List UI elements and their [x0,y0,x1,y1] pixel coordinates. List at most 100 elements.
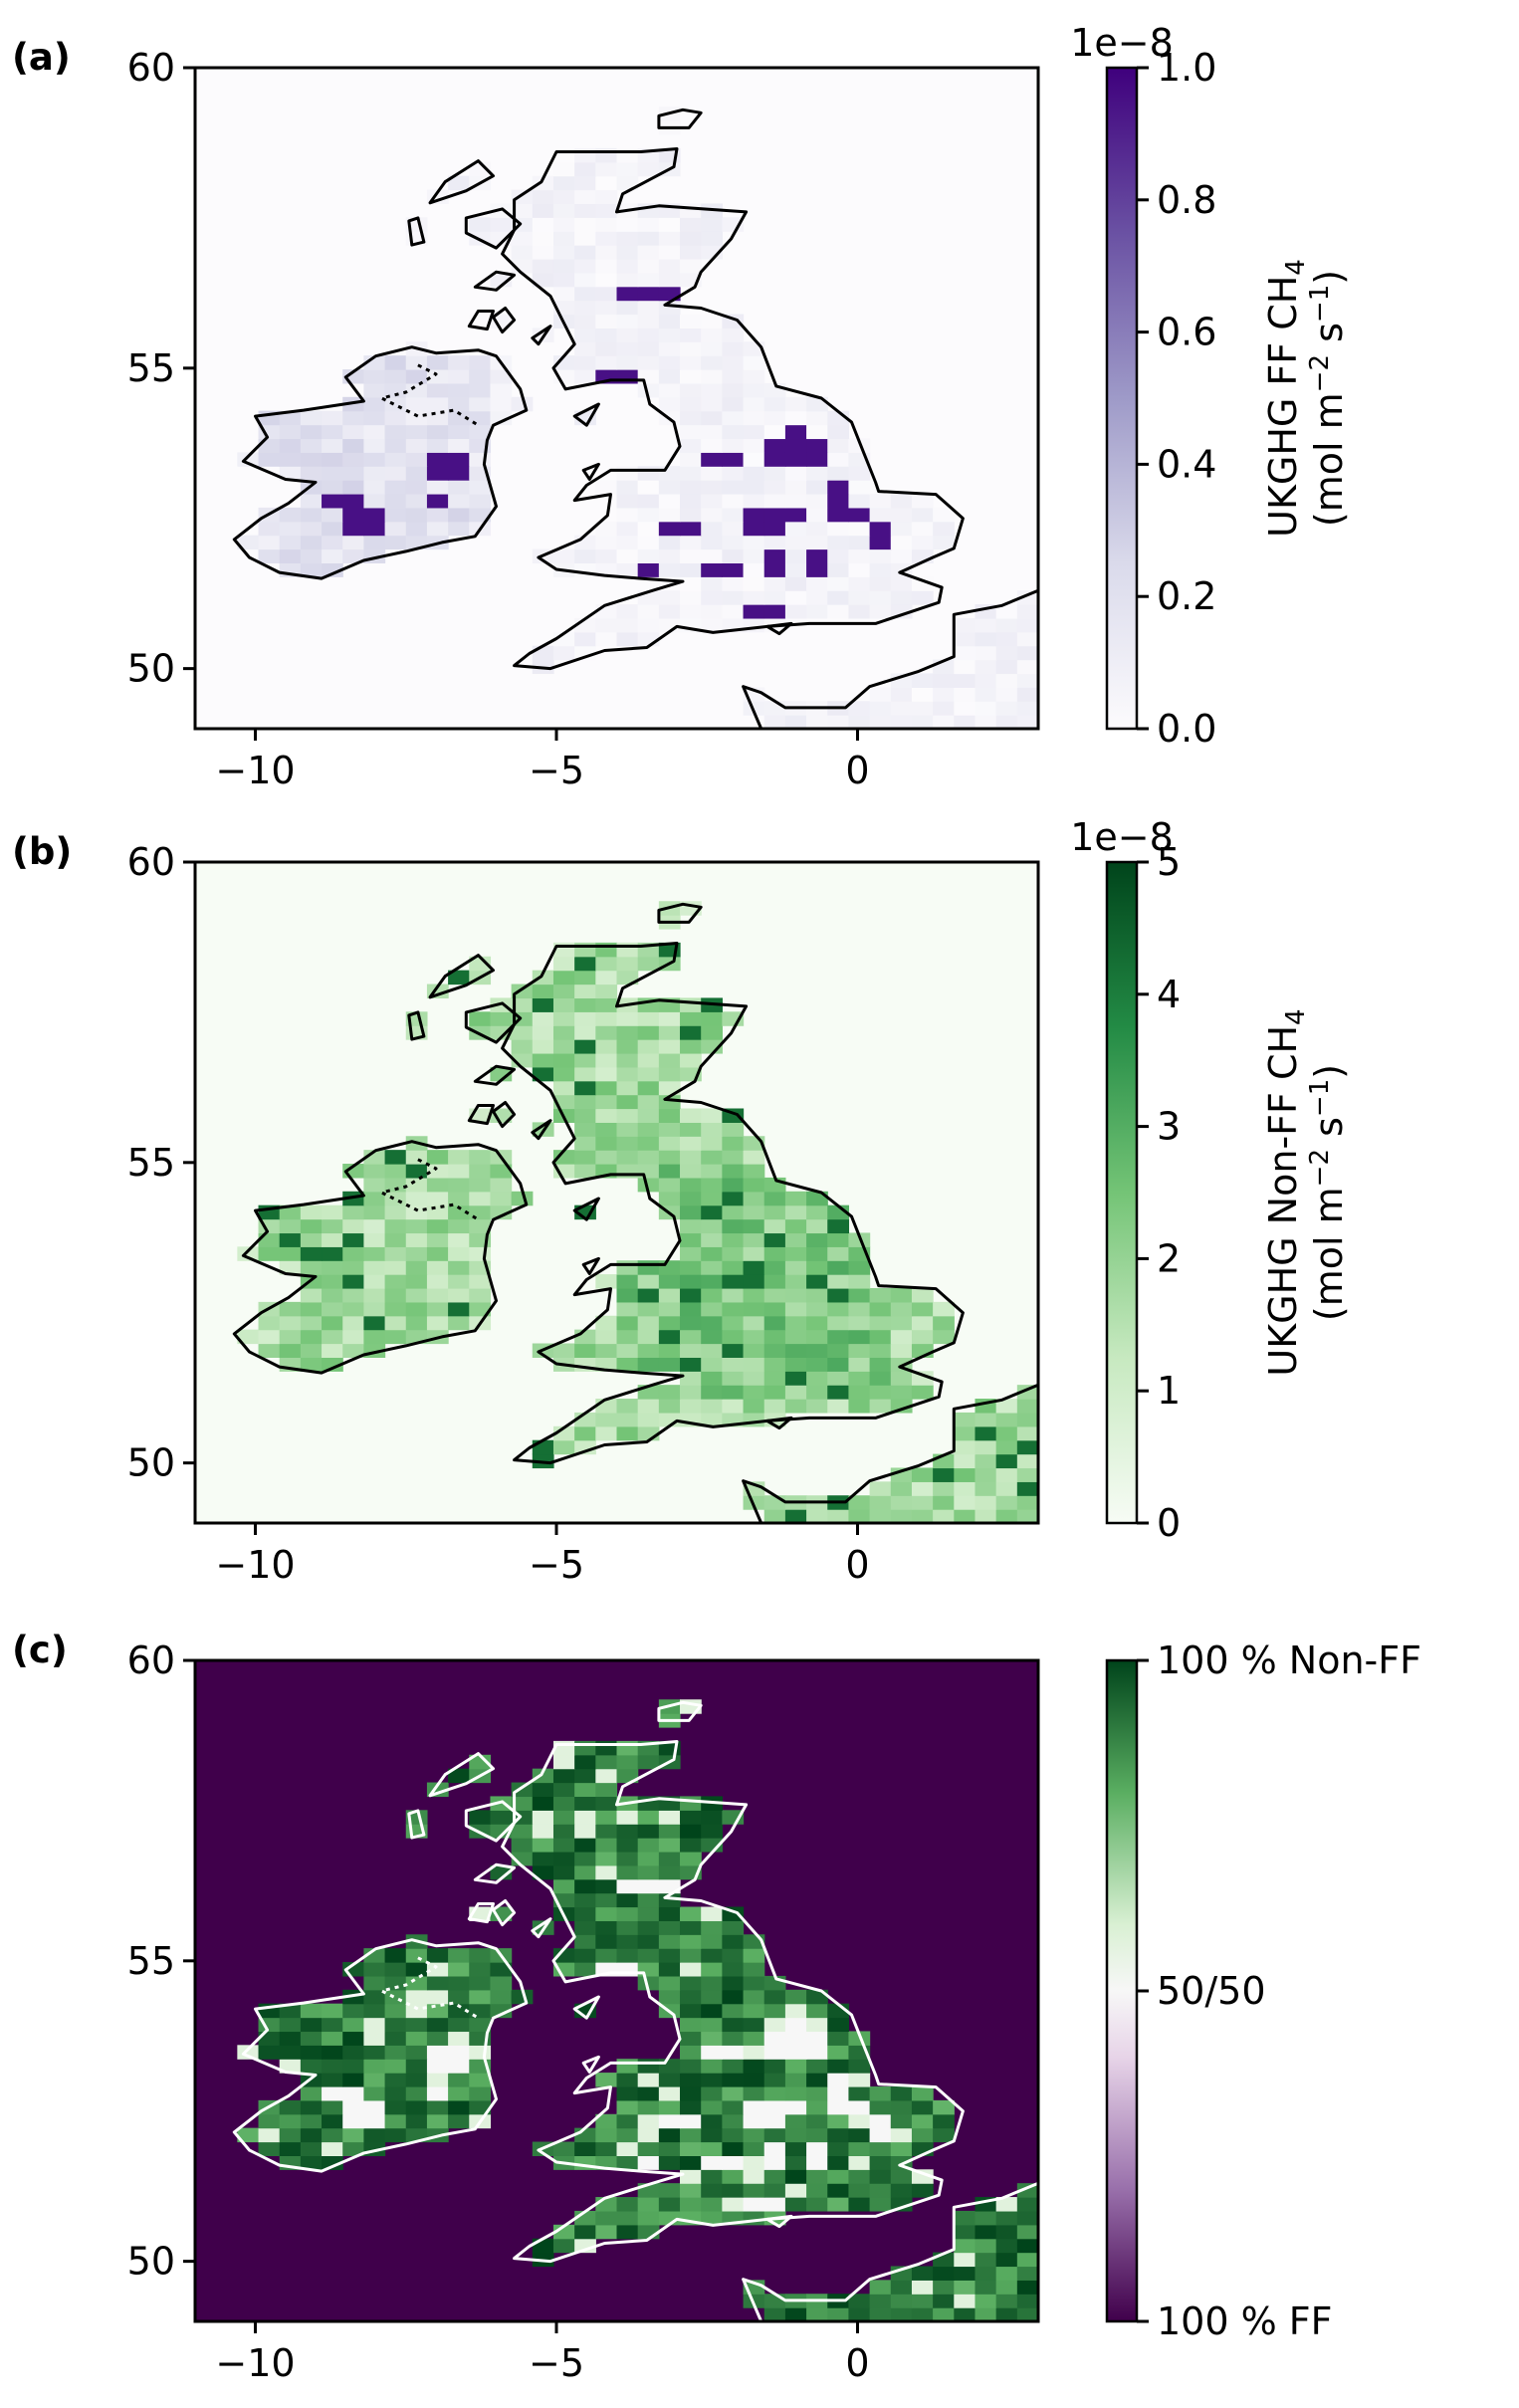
grid-cell [342,2141,364,2156]
grid-cell [552,1864,575,1880]
grid-cell [595,997,618,1012]
grid-cell [300,2045,323,2060]
grid-cell [680,2045,702,2060]
grid-cell [384,2085,407,2101]
grid-cell [469,2099,492,2115]
grid-cell [426,396,449,412]
grid-cell [469,1989,492,2005]
grid-cell [258,2045,281,2060]
grid-cell [448,2031,470,2046]
grid-cell [637,314,660,328]
grid-cell [763,1274,786,1289]
grid-cell [342,1232,364,1247]
grid-cell [827,2113,850,2129]
grid-cell [722,1920,745,1935]
grid-cell [322,493,343,509]
grid-cell [595,1052,618,1068]
grid-cell [806,1274,828,1289]
grid-cell [405,507,428,523]
grid-cell [448,1218,470,1234]
grid-cell [701,396,723,412]
grid-cell [680,1343,702,1358]
grid-cell [469,1191,492,1206]
grid-cell [763,2183,786,2198]
grid-cell [658,1906,681,1921]
grid-cell [869,2113,892,2129]
grid-cell [763,2294,786,2308]
grid-cell [701,1962,723,1977]
grid-cell [658,1260,681,1275]
grid-cell [806,2073,828,2087]
grid-cell [574,1094,596,1110]
grid-cell [595,258,618,274]
grid-cell [763,2113,786,2129]
grid-cell [827,1315,850,1331]
grid-cell [911,2085,934,2101]
grid-cell [680,1164,702,1179]
grid-cell [637,355,660,370]
grid-cell [806,1287,828,1303]
grid-cell [426,1177,449,1193]
grid-cell [680,548,702,563]
grid-cell [975,2252,997,2268]
grid-cell [616,617,639,633]
grid-cell [784,1371,807,1386]
grid-cell [722,466,745,481]
grid-cell [722,1962,745,1977]
grid-cell [342,2003,364,2019]
grid-cell [574,286,596,302]
grid-cell [616,1399,639,1414]
grid-cell [552,1768,575,1784]
grid-cell [784,715,807,729]
grid-cell [827,1218,850,1234]
grid-cell [552,217,575,232]
grid-cell [342,1315,364,1331]
grid-cell [490,1164,513,1179]
grid-cell [722,396,745,412]
grid-cell [342,480,364,495]
grid-cell [763,2017,786,2033]
grid-cell [637,1136,660,1151]
grid-cell [701,521,723,537]
grid-cell [890,687,913,702]
grid-cell [763,2031,786,2046]
grid-cell [995,1412,1018,1427]
coastline-island [765,1416,793,1430]
grid-cell [616,1948,639,1963]
grid-cell [722,1232,745,1247]
grid-cell [616,535,639,550]
grid-cell [658,1357,681,1372]
grid-cell [363,493,386,509]
grid-cell [1016,1412,1038,1427]
grid-cell [658,2183,681,2198]
grid-cell [680,1301,702,1317]
grid-cell [911,2280,934,2295]
grid-cell [763,576,786,591]
grid-cell [827,493,850,509]
grid-cell [448,424,470,440]
grid-cell [701,590,723,605]
grid-cell [869,548,892,563]
grid-cell [680,2059,702,2074]
grid-cell [552,1080,575,1096]
grid-cell [616,231,639,246]
grid-cell [363,438,386,453]
grid-cell [658,1864,681,1880]
grid-cell [490,369,513,384]
grid-cell [300,548,323,563]
flux-grid [237,901,1038,1523]
colorbar-tick-label: 1 [1157,1369,1181,1413]
grid-cell [405,2045,428,2060]
grid-cell [384,452,407,467]
grid-cell [975,673,997,688]
grid-cell [469,396,492,412]
grid-cell [806,480,828,495]
grid-cell [616,1080,639,1096]
grid-cell [300,1343,323,1358]
grid-cell [784,2017,807,2033]
grid-cell [954,631,976,647]
grid-cell [637,548,660,563]
axes-frame [193,66,1040,731]
grid-cell [869,2085,892,2101]
